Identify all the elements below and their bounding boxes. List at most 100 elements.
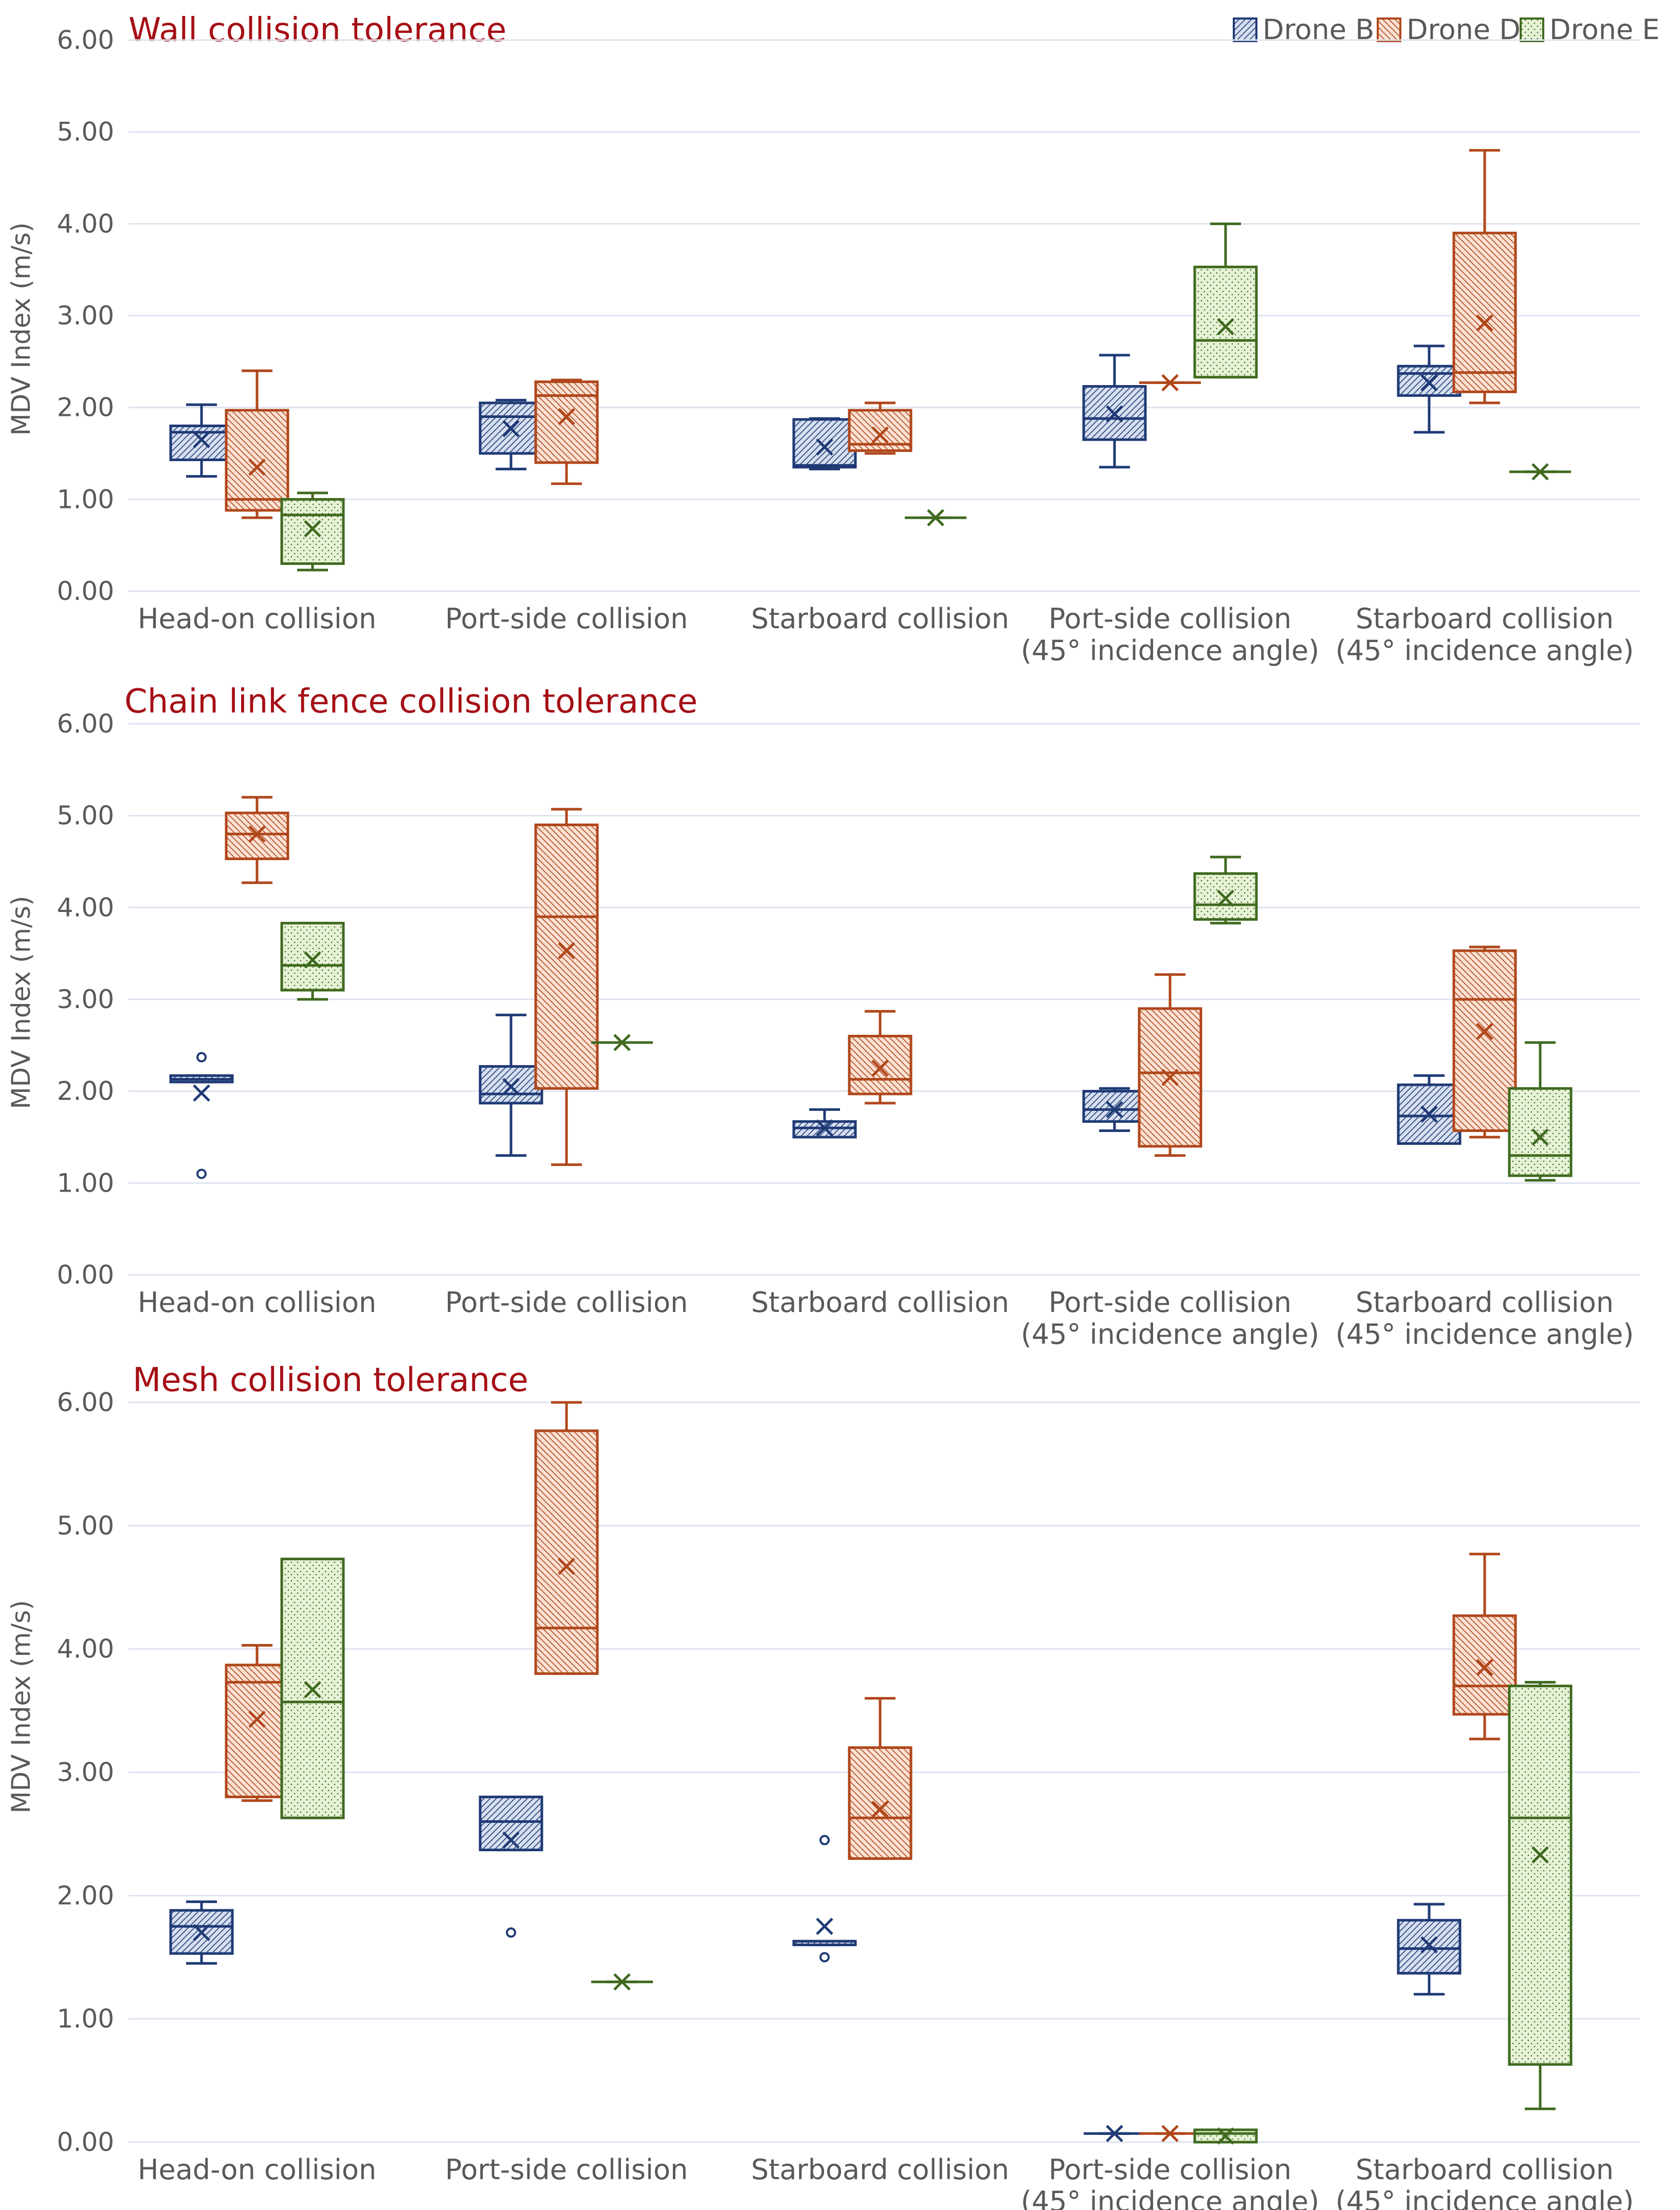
y-tick-label: 1.00 <box>57 1168 114 1198</box>
box-drone-b-port-side-collision <box>479 1795 543 1938</box>
gridlines <box>129 723 1640 1276</box>
y-axis-title: MDV Index (m/s) <box>6 222 36 435</box>
box-drone-d-port-side-collision <box>534 1401 599 1675</box>
iqr-box <box>280 922 345 992</box>
iqr-box <box>1397 364 1462 397</box>
mean-marker <box>1217 2127 1234 2145</box>
legend-item-drone-d: Drone D <box>1377 13 1521 46</box>
x-category-label: Port-side collision <box>445 1286 688 1319</box>
y-tick-label: 4.00 <box>57 209 114 239</box>
box-drone-d-port-side-collision <box>534 808 599 1166</box>
y-tick-label: 6.00 <box>57 709 114 739</box>
y-tick-label: 0.00 <box>57 1260 114 1290</box>
mean-marker <box>1161 1069 1179 1086</box>
iqr-box <box>225 409 289 512</box>
box-drone-e-starboard-collision-45-incidence-angle <box>1508 1681 1573 2110</box>
mean-marker <box>304 520 321 538</box>
mean-marker <box>193 431 210 448</box>
box-drone-d-port-side-collision-45-incidence-angle <box>1138 973 1202 1157</box>
box-drone-b-head-on-collision <box>169 1900 234 1965</box>
mean-marker <box>1106 2125 1123 2142</box>
mean-marker <box>248 1710 266 1728</box>
box-drone-d-head-on-collision <box>225 369 289 519</box>
x-category-label: Port-side collision <box>445 2153 688 2186</box>
chart-title: Chain link fence collision tolerance <box>124 683 698 721</box>
iqr-box <box>534 380 599 464</box>
mean-marker <box>193 1924 210 1942</box>
x-category-label: Port-side collision <box>445 602 688 635</box>
box-drone-e-port-side-collision-45-incidence-angle <box>1193 2127 1258 2145</box>
box-drone-b-head-on-collision <box>169 403 234 478</box>
box-drone-b-port-side-collision <box>479 398 543 470</box>
iqr-box <box>1138 1007 1202 1148</box>
box-drone-b-port-side-collision <box>479 1013 543 1157</box>
iqr-box <box>1452 949 1517 1132</box>
y-tick-label: 2.00 <box>57 1076 114 1106</box>
mean-marker <box>558 942 575 960</box>
mean-marker <box>558 408 575 426</box>
y-tick-label: 2.00 <box>57 393 114 423</box>
iqr-box <box>534 824 599 1090</box>
box-drone-d-starboard-collision-45-incidence-angle <box>1452 945 1517 1139</box>
y-axis-title: MDV Index (m/s) <box>6 1600 36 1813</box>
mean-marker <box>1106 1101 1123 1119</box>
box-drone-b-starboard-collision <box>792 1835 857 1963</box>
box-drone-e-head-on-collision <box>280 922 345 1001</box>
y-tick-label: 0.00 <box>57 2127 114 2157</box>
mean-marker <box>1531 1128 1549 1146</box>
x-category-label: Starboard collision <box>1356 2153 1614 2186</box>
outlier-point <box>506 1927 516 1938</box>
y-tick-label: 6.00 <box>57 1387 114 1417</box>
y-tick-label: 5.00 <box>57 801 114 831</box>
mean-marker <box>1531 463 1549 481</box>
box-drone-d-head-on-collision <box>225 796 289 884</box>
mean-marker <box>816 1119 833 1137</box>
x-category-label: Starboard collision <box>1356 1286 1614 1319</box>
box-drone-d-starboard-collision <box>848 401 912 455</box>
box-drone-d-starboard-collision <box>848 1010 912 1105</box>
mean-marker <box>502 419 520 437</box>
box-drone-b-starboard-collision-45-incidence-angle <box>1397 1903 1462 1996</box>
iqr-box <box>479 1795 543 1852</box>
x-category-label: Starboard collision <box>751 602 1009 635</box>
mean-marker <box>502 1077 520 1095</box>
y-tick-label: 5.00 <box>57 1511 114 1541</box>
outlier-point <box>819 1835 830 1846</box>
iqr-box <box>1452 231 1517 393</box>
x-category-label: (45° incidence angle) <box>1021 2185 1320 2210</box>
outlier-point <box>819 1952 830 1963</box>
y-tick-label: 6.00 <box>57 25 114 55</box>
mean-marker <box>502 1831 520 1849</box>
mean-marker <box>304 1681 321 1698</box>
x-category-label: Head-on collision <box>138 1286 376 1319</box>
iqr-box <box>1508 1685 1573 2066</box>
mean-marker <box>558 1558 575 1575</box>
mean-marker <box>871 426 889 444</box>
gridlines <box>129 1401 1640 2143</box>
mean-marker <box>1420 1936 1438 1954</box>
iqr-box <box>848 1034 912 1095</box>
mean-marker <box>927 509 944 526</box>
mean-marker <box>613 1973 631 1990</box>
iqr-box <box>1193 265 1258 379</box>
legend-swatch-drone-e <box>1520 17 1544 42</box>
iqr-box <box>225 811 289 861</box>
box-drone-e-port-side-collision-45-incidence-angle <box>1193 855 1258 925</box>
box-drone-d-starboard-collision-45-incidence-angle <box>1452 149 1517 405</box>
box-plots <box>169 1401 1573 2145</box>
category-labels: Head-on collision Port-side collision Star… <box>138 2153 1634 2210</box>
box-drone-b-port-side-collision-45-incidence-angle <box>1082 354 1147 469</box>
iqr-box <box>479 1065 543 1105</box>
iqr-box <box>1193 872 1258 921</box>
mean-marker <box>871 1800 889 1818</box>
y-tick-label: 4.00 <box>57 892 114 922</box>
mean-marker <box>1476 1658 1493 1676</box>
mean-marker <box>1217 318 1234 336</box>
iqr-box <box>1397 1919 1462 1975</box>
iqr-box <box>1452 1614 1517 1716</box>
y-tick-label: 3.00 <box>57 984 114 1014</box>
mean-marker <box>248 825 266 843</box>
mean-marker <box>193 1084 210 1102</box>
box-drone-e-port-side-collision <box>591 1973 653 1990</box>
mean-marker <box>816 1917 833 1935</box>
